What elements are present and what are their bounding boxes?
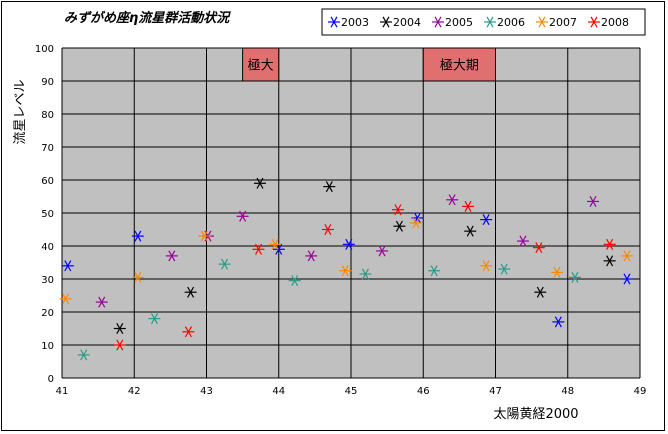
data-point-2008 <box>603 238 616 250</box>
legend-marker <box>380 16 392 28</box>
data-point-2005 <box>516 235 529 247</box>
legend-label: 2008 <box>601 16 629 29</box>
y-tick-label: 30 <box>41 275 54 286</box>
data-point-2008 <box>391 204 404 216</box>
data-point-2006 <box>148 313 161 325</box>
data-point-2007 <box>59 293 72 305</box>
data-point-2007 <box>410 217 423 229</box>
x-tick-label: 47 <box>489 386 502 397</box>
data-point-2005 <box>587 195 600 207</box>
data-point-2007 <box>620 250 633 262</box>
data-point-2008 <box>252 243 265 255</box>
data-point-2007 <box>480 260 493 272</box>
data-point-2004 <box>464 225 477 237</box>
data-point-2006 <box>359 268 372 280</box>
x-tick-label: 44 <box>272 386 285 397</box>
legend-box <box>321 8 646 36</box>
legend-marker <box>588 16 600 28</box>
y-tick-label: 10 <box>41 341 54 352</box>
y-axis-title: 流星レベル <box>13 79 28 144</box>
data-point-2006 <box>428 265 441 277</box>
x-axis-title: 太陽黄経2000 <box>493 407 578 422</box>
y-tick-label: 70 <box>41 143 54 154</box>
maximum-annotation-label: 極大 <box>248 58 274 74</box>
data-point-2007 <box>131 271 144 283</box>
data-point-2005 <box>376 245 389 257</box>
data-point-2008 <box>182 326 195 338</box>
y-tick-label: 100 <box>35 44 54 55</box>
legend-label: 2006 <box>497 16 525 29</box>
legend-label: 2005 <box>445 16 473 29</box>
legend-marker <box>536 16 548 28</box>
data-point-2004 <box>534 286 547 298</box>
data-point-2005 <box>95 296 108 308</box>
data-point-2004 <box>253 177 266 189</box>
maximum-annotation-box <box>422 47 496 82</box>
y-tick-label: 60 <box>41 176 54 187</box>
x-tick-label: 42 <box>128 386 141 397</box>
data-point-2008 <box>321 224 334 235</box>
legend-marker <box>328 16 340 28</box>
x-tick-label: 48 <box>561 386 574 397</box>
y-tick-label: 50 <box>41 209 54 220</box>
data-point-2006 <box>288 275 301 287</box>
data-point-2005 <box>165 250 178 262</box>
x-tick-label: 46 <box>417 386 430 397</box>
data-point-2007 <box>198 230 211 242</box>
data-point-2008 <box>462 200 475 212</box>
maximum-annotation-box <box>242 47 280 82</box>
data-point-2003 <box>61 260 74 272</box>
legend-label: 2007 <box>549 16 577 29</box>
data-point-2003 <box>620 273 633 285</box>
data-point-2003 <box>272 243 285 255</box>
data-point-2007 <box>269 238 282 250</box>
chart-title: みずがめ座η流星群活動状況 <box>64 10 231 26</box>
data-point-2008 <box>532 242 545 254</box>
data-point-2004 <box>184 286 197 298</box>
data-point-2005 <box>236 210 249 222</box>
data-point-2005 <box>305 250 318 262</box>
data-point-2003 <box>342 238 355 250</box>
x-tick-label: 45 <box>345 386 358 397</box>
data-point-2006 <box>218 258 231 270</box>
y-tick-label: 80 <box>41 110 54 121</box>
data-point-2007 <box>339 265 352 277</box>
data-point-2004 <box>113 323 126 334</box>
legend-label: 2004 <box>393 16 421 29</box>
maximum-annotation-label: 極大期 <box>440 58 479 74</box>
data-point-2005 <box>446 194 459 206</box>
data-point-2004 <box>323 181 336 193</box>
x-tick-label: 41 <box>56 386 69 397</box>
legend-marker <box>484 16 496 28</box>
data-point-2003 <box>480 214 493 226</box>
data-point-2004 <box>603 255 616 267</box>
data-point-2006 <box>568 271 581 283</box>
legend-marker <box>432 16 444 28</box>
data-point-2008 <box>113 339 126 351</box>
y-tick-label: 90 <box>41 77 54 88</box>
y-tick-label: 0 <box>48 374 54 385</box>
data-point-2003 <box>552 316 565 328</box>
data-point-2004 <box>393 220 406 232</box>
y-tick-label: 40 <box>41 242 54 253</box>
data-point-2007 <box>550 266 563 278</box>
data-point-2006 <box>498 263 511 275</box>
x-tick-label: 49 <box>634 386 647 397</box>
legend-label: 2003 <box>341 16 369 29</box>
x-tick-label: 43 <box>200 386 213 397</box>
y-tick-label: 20 <box>41 308 54 319</box>
data-point-2003 <box>131 230 144 242</box>
data-point-2006 <box>77 349 90 361</box>
